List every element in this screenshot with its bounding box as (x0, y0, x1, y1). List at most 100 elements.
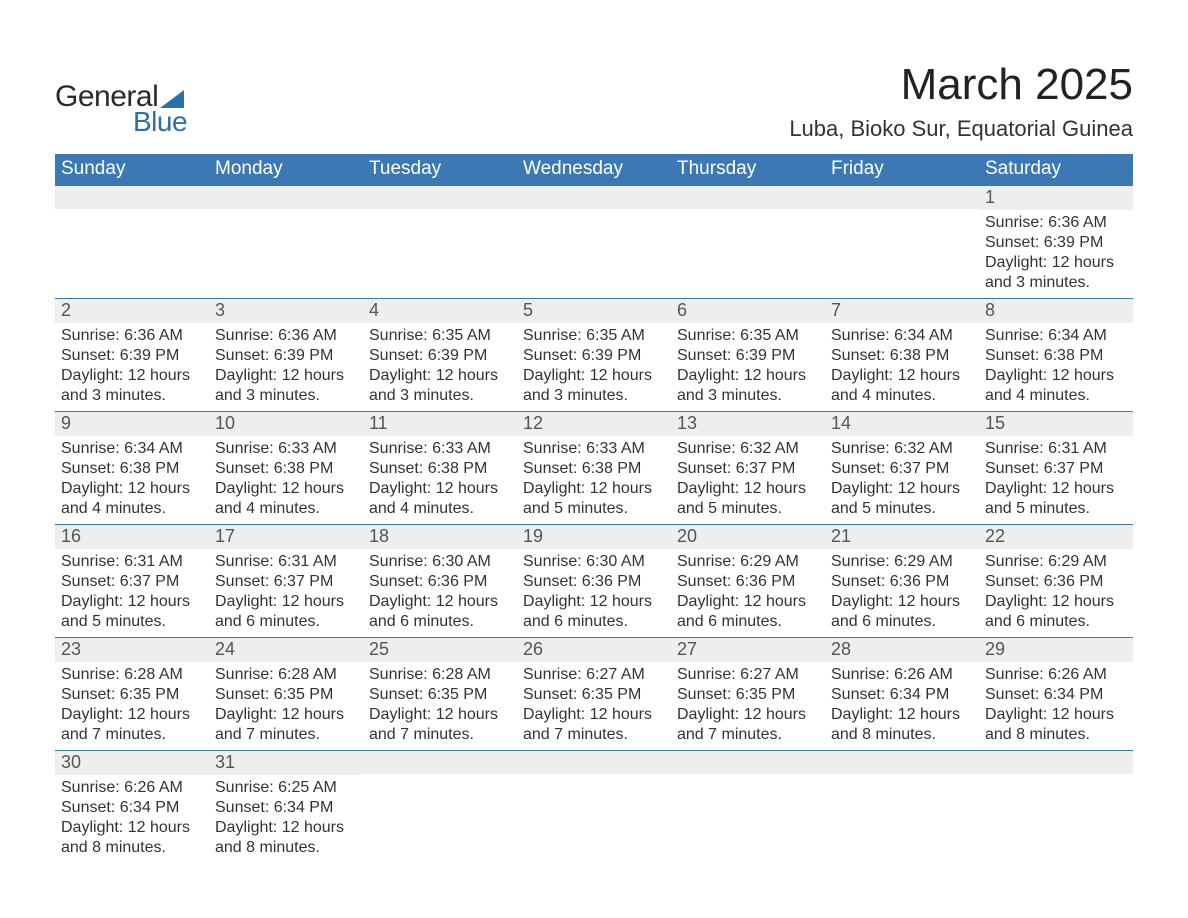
day-body: Sunrise: 6:33 AMSunset: 6:38 PMDaylight:… (363, 436, 517, 524)
sunrise-line: Sunrise: 6:27 AM (523, 665, 665, 685)
day-body (825, 209, 979, 229)
daylight-line: Daylight: 12 hours and 4 minutes. (831, 366, 973, 406)
sunrise-line: Sunrise: 6:32 AM (831, 439, 973, 459)
calendar-day: 22Sunrise: 6:29 AMSunset: 6:36 PMDayligh… (979, 525, 1133, 637)
dow-cell: Thursday (671, 154, 825, 185)
calendar-day: 17Sunrise: 6:31 AMSunset: 6:37 PMDayligh… (209, 525, 363, 637)
day-number: 14 (825, 412, 979, 436)
daylight-line: Daylight: 12 hours and 8 minutes. (985, 705, 1127, 745)
sunset-line: Sunset: 6:35 PM (677, 685, 819, 705)
sunrise-line: Sunrise: 6:35 AM (369, 326, 511, 346)
day-number: 4 (363, 299, 517, 323)
sunrise-line: Sunrise: 6:31 AM (215, 552, 357, 572)
day-number: 18 (363, 525, 517, 549)
daylight-line: Daylight: 12 hours and 3 minutes. (369, 366, 511, 406)
day-body: Sunrise: 6:29 AMSunset: 6:36 PMDaylight:… (671, 549, 825, 637)
daylight-line: Daylight: 12 hours and 8 minutes. (215, 818, 357, 858)
day-number: 3 (209, 299, 363, 323)
daylight-line: Daylight: 12 hours and 4 minutes. (215, 479, 357, 519)
sunset-line: Sunset: 6:37 PM (61, 572, 203, 592)
day-body: Sunrise: 6:34 AMSunset: 6:38 PMDaylight:… (979, 323, 1133, 411)
daylight-line: Daylight: 12 hours and 7 minutes. (215, 705, 357, 745)
logo: General Blue (55, 80, 187, 138)
calendar-day (671, 751, 825, 863)
calendar-day (363, 751, 517, 863)
sunrise-line: Sunrise: 6:35 AM (677, 326, 819, 346)
daylight-line: Daylight: 12 hours and 7 minutes. (61, 705, 203, 745)
sunrise-line: Sunrise: 6:34 AM (985, 326, 1127, 346)
sunset-line: Sunset: 6:36 PM (985, 572, 1127, 592)
sunset-line: Sunset: 6:38 PM (61, 459, 203, 479)
day-number: 5 (517, 299, 671, 323)
daylight-line: Daylight: 12 hours and 6 minutes. (215, 592, 357, 632)
logo-text-blue: Blue (133, 106, 187, 138)
day-number: 31 (209, 751, 363, 775)
calendar-day: 14Sunrise: 6:32 AMSunset: 6:37 PMDayligh… (825, 412, 979, 524)
sunrise-line: Sunrise: 6:31 AM (985, 439, 1127, 459)
calendar-day: 19Sunrise: 6:30 AMSunset: 6:36 PMDayligh… (517, 525, 671, 637)
day-number: 8 (979, 299, 1133, 323)
day-number: 11 (363, 412, 517, 436)
calendar-day: 23Sunrise: 6:28 AMSunset: 6:35 PMDayligh… (55, 638, 209, 750)
sunset-line: Sunset: 6:35 PM (523, 685, 665, 705)
day-body (979, 774, 1133, 794)
daylight-line: Daylight: 12 hours and 3 minutes. (985, 253, 1127, 293)
day-body: Sunrise: 6:32 AMSunset: 6:37 PMDaylight:… (825, 436, 979, 524)
daylight-line: Daylight: 12 hours and 5 minutes. (523, 479, 665, 519)
daylight-line: Daylight: 12 hours and 6 minutes. (677, 592, 819, 632)
day-body: Sunrise: 6:28 AMSunset: 6:35 PMDaylight:… (55, 662, 209, 750)
daylight-line: Daylight: 12 hours and 7 minutes. (369, 705, 511, 745)
sunrise-line: Sunrise: 6:25 AM (215, 778, 357, 798)
calendar-day: 3Sunrise: 6:36 AMSunset: 6:39 PMDaylight… (209, 299, 363, 411)
calendar-day: 8Sunrise: 6:34 AMSunset: 6:38 PMDaylight… (979, 299, 1133, 411)
day-number (825, 186, 979, 209)
day-body (517, 774, 671, 794)
day-number (671, 186, 825, 209)
dow-cell: Saturday (979, 154, 1133, 185)
day-number: 27 (671, 638, 825, 662)
page-subtitle: Luba, Bioko Sur, Equatorial Guinea (789, 116, 1133, 142)
calendar-day (517, 186, 671, 298)
sunrise-line: Sunrise: 6:31 AM (61, 552, 203, 572)
sunrise-line: Sunrise: 6:28 AM (369, 665, 511, 685)
calendar-day: 11Sunrise: 6:33 AMSunset: 6:38 PMDayligh… (363, 412, 517, 524)
day-number: 24 (209, 638, 363, 662)
sunset-line: Sunset: 6:34 PM (831, 685, 973, 705)
calendar-day: 10Sunrise: 6:33 AMSunset: 6:38 PMDayligh… (209, 412, 363, 524)
calendar-day: 6Sunrise: 6:35 AMSunset: 6:39 PMDaylight… (671, 299, 825, 411)
day-body: Sunrise: 6:27 AMSunset: 6:35 PMDaylight:… (517, 662, 671, 750)
sunrise-line: Sunrise: 6:30 AM (369, 552, 511, 572)
sunset-line: Sunset: 6:34 PM (215, 798, 357, 818)
daylight-line: Daylight: 12 hours and 4 minutes. (369, 479, 511, 519)
dow-cell: Tuesday (363, 154, 517, 185)
day-of-week-header: SundayMondayTuesdayWednesdayThursdayFrid… (55, 154, 1133, 185)
daylight-line: Daylight: 12 hours and 8 minutes. (61, 818, 203, 858)
sunset-line: Sunset: 6:35 PM (215, 685, 357, 705)
day-body: Sunrise: 6:33 AMSunset: 6:38 PMDaylight:… (517, 436, 671, 524)
day-number: 23 (55, 638, 209, 662)
day-number (209, 186, 363, 209)
dow-cell: Monday (209, 154, 363, 185)
day-body (209, 209, 363, 229)
sunset-line: Sunset: 6:36 PM (831, 572, 973, 592)
day-number (825, 751, 979, 774)
calendar-day: 12Sunrise: 6:33 AMSunset: 6:38 PMDayligh… (517, 412, 671, 524)
daylight-line: Daylight: 12 hours and 6 minutes. (369, 592, 511, 632)
day-body (363, 774, 517, 794)
daylight-line: Daylight: 12 hours and 3 minutes. (677, 366, 819, 406)
daylight-line: Daylight: 12 hours and 7 minutes. (523, 705, 665, 745)
calendar-day (825, 751, 979, 863)
day-number: 2 (55, 299, 209, 323)
calendar-day: 1Sunrise: 6:36 AMSunset: 6:39 PMDaylight… (979, 186, 1133, 298)
sunset-line: Sunset: 6:35 PM (369, 685, 511, 705)
dow-cell: Friday (825, 154, 979, 185)
day-number: 9 (55, 412, 209, 436)
day-body: Sunrise: 6:35 AMSunset: 6:39 PMDaylight:… (671, 323, 825, 411)
calendar-day: 9Sunrise: 6:34 AMSunset: 6:38 PMDaylight… (55, 412, 209, 524)
sunrise-line: Sunrise: 6:29 AM (677, 552, 819, 572)
sunrise-line: Sunrise: 6:26 AM (831, 665, 973, 685)
day-body (825, 774, 979, 794)
sunrise-line: Sunrise: 6:27 AM (677, 665, 819, 685)
day-number: 10 (209, 412, 363, 436)
day-body: Sunrise: 6:31 AMSunset: 6:37 PMDaylight:… (55, 549, 209, 637)
